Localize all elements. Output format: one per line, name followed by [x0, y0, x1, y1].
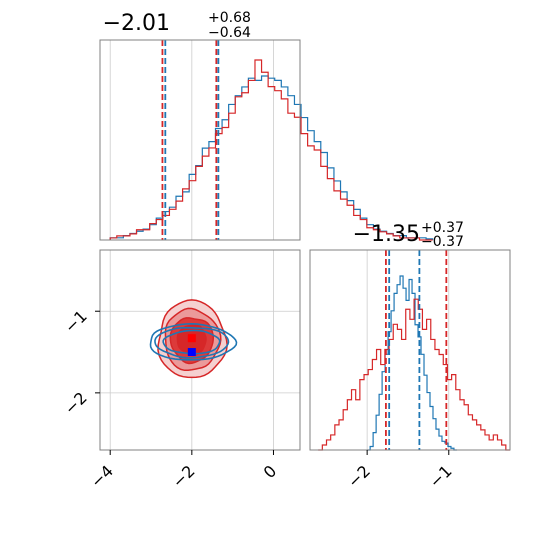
hist-right-quantile-lines — [385, 250, 448, 450]
y-tick-label-0: −2 — [61, 388, 91, 418]
hist-right-title: −1.35 — [353, 222, 420, 247]
hist-top-grid — [109, 40, 274, 240]
hist-right-series — [318, 275, 510, 451]
contour-panel: −4 −2 0 −2 −1 — [61, 249, 301, 492]
x-tick-label-1: −1 — [425, 461, 455, 491]
hist-right-frame — [309, 249, 511, 451]
hist-right-title-sub: −0.37 — [421, 234, 464, 250]
hist-right-grid — [366, 250, 450, 450]
hist-top-series-red — [109, 59, 433, 241]
contour-blue-level-1 — [154, 326, 230, 359]
hist-top-title-sup: +0.68 — [208, 10, 251, 26]
x-tick-label-0: −4 — [87, 461, 117, 491]
hist-right-x-ticks: −2 −1 — [344, 450, 456, 492]
marker-blue — [187, 348, 196, 357]
marker-red — [187, 334, 196, 343]
contour-frame — [99, 249, 301, 451]
contour-blue-level-2 — [162, 329, 221, 355]
contour-markers — [187, 334, 196, 357]
x-tick-label-2: 0 — [260, 461, 281, 482]
hist-top-title: −2.01 — [103, 11, 170, 36]
contour-x-ticks: −4 −2 0 — [87, 450, 280, 492]
x-tick-label-1: −2 — [169, 461, 199, 491]
contour-series-blue — [149, 322, 238, 361]
hist-top-series-blue — [109, 75, 434, 240]
hist-top-quantile-lines — [161, 40, 220, 240]
y-tick-label-1: −1 — [61, 307, 91, 337]
hist-top-series — [109, 59, 434, 241]
x-tick-label-0: −2 — [344, 461, 374, 491]
contour-blue-level-0 — [149, 322, 238, 361]
hist-right-title-sup: +0.37 — [421, 220, 464, 236]
hist-top-title-sub: −0.64 — [208, 25, 251, 41]
hist-right-series-red — [318, 298, 510, 451]
contour-y-ticks: −2 −1 — [61, 307, 100, 418]
hist-top-frame — [99, 39, 301, 241]
hist-right-series-blue — [367, 275, 457, 451]
hist-panel-right: −1.35 +0.37 −0.37 −2 −1 — [309, 220, 511, 492]
hist-panel-top: −2.01 +0.68 −0.64 — [99, 10, 434, 241]
